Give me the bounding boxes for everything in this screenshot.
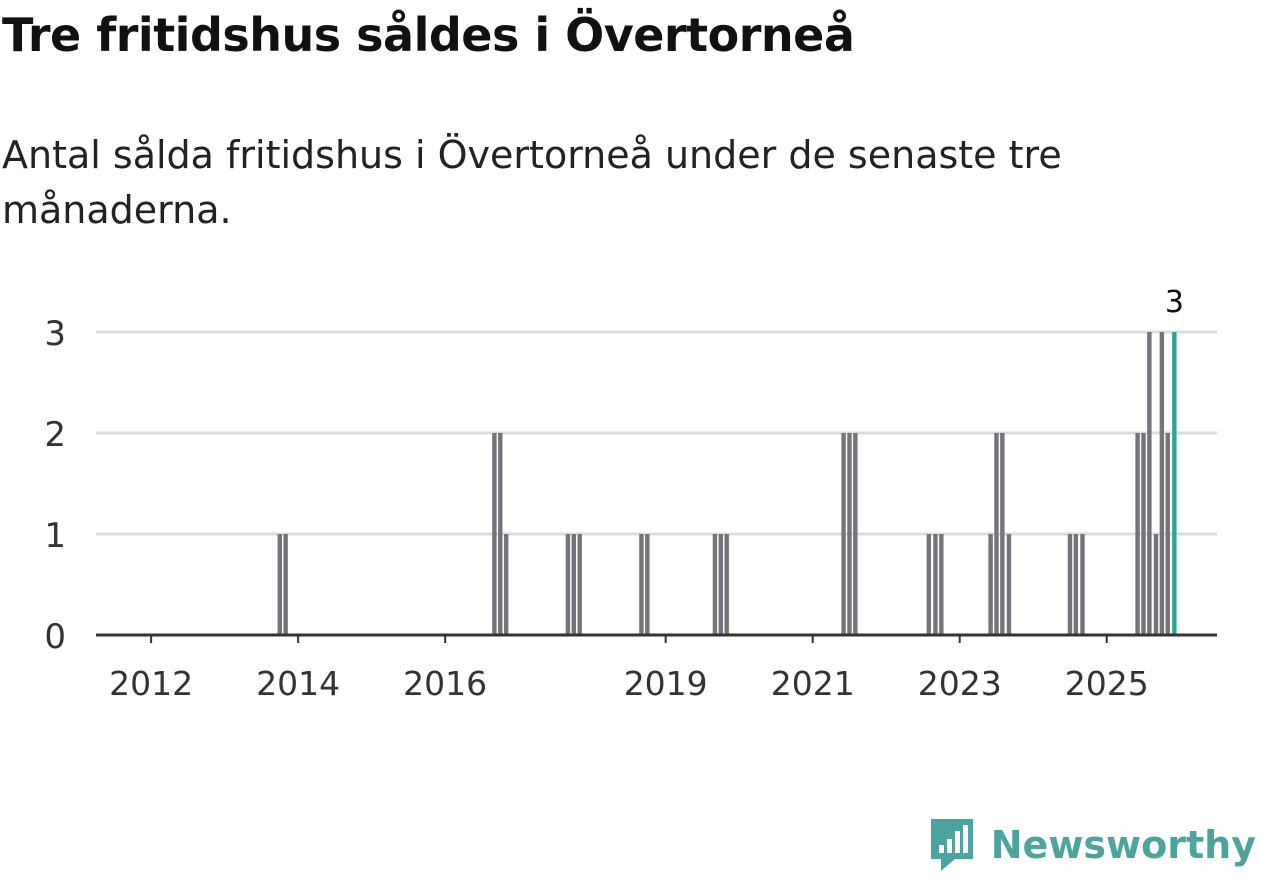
bar bbox=[1147, 332, 1152, 635]
chart-subtitle: Antal sålda fritidshus i Övertorneå unde… bbox=[2, 133, 1062, 232]
y-tick-label: 2 bbox=[44, 415, 66, 455]
x-tick-label: 2025 bbox=[1065, 664, 1149, 703]
bar bbox=[724, 534, 729, 635]
data-label: 3 bbox=[1165, 285, 1184, 320]
bar bbox=[571, 534, 577, 635]
grid-layer bbox=[96, 330, 1217, 536]
bar bbox=[645, 534, 650, 635]
bar bbox=[939, 534, 944, 635]
bar bbox=[933, 534, 938, 635]
bar bbox=[277, 534, 282, 635]
x-tick-label: 2012 bbox=[109, 664, 193, 703]
bar bbox=[1006, 534, 1012, 635]
bar bbox=[283, 534, 288, 635]
x-tick-label: 2014 bbox=[256, 664, 340, 703]
bar bbox=[639, 534, 644, 635]
bar bbox=[503, 534, 509, 635]
bar bbox=[1153, 534, 1159, 635]
bar bbox=[718, 534, 724, 635]
bar bbox=[1000, 433, 1005, 635]
bar bbox=[1135, 433, 1140, 635]
brand: Newsworthy bbox=[927, 815, 1256, 875]
newsworthy-logo-icon bbox=[930, 819, 973, 871]
bar bbox=[988, 534, 993, 635]
x-tick-label: 2023 bbox=[918, 664, 1002, 703]
x-tick-label: 2016 bbox=[403, 664, 487, 703]
bar bbox=[577, 534, 582, 635]
bar bbox=[847, 433, 852, 635]
y-tick-label: 1 bbox=[44, 516, 66, 556]
brand-name: Newsworthy bbox=[990, 823, 1256, 867]
bar bbox=[1080, 534, 1085, 635]
bar bbox=[841, 433, 846, 635]
chart-title: Tre fritidshus såldes i Övertorneå bbox=[2, 8, 855, 62]
bar bbox=[1141, 433, 1146, 635]
label-layer: 0 1 2 3 3 2012 2014 2016 2019 2021 2023 2025 bbox=[44, 285, 1184, 703]
bar bbox=[565, 534, 571, 635]
y-tick-label: 0 bbox=[44, 617, 66, 657]
bar bbox=[712, 534, 718, 635]
bar bbox=[498, 433, 503, 635]
bar bbox=[994, 433, 999, 635]
bar bbox=[1159, 332, 1165, 635]
bar bbox=[492, 433, 497, 635]
x-tick-label: 2021 bbox=[771, 664, 855, 703]
bar-highlight bbox=[1172, 332, 1177, 635]
bar bbox=[1073, 534, 1079, 635]
axis-layer bbox=[96, 633, 1217, 643]
bar bbox=[1067, 534, 1073, 635]
bar bbox=[1165, 433, 1170, 635]
bar-layer bbox=[277, 332, 1177, 635]
y-tick-label: 3 bbox=[44, 314, 66, 354]
bar bbox=[926, 534, 932, 635]
bar bbox=[853, 433, 858, 635]
x-tick-label: 2019 bbox=[624, 664, 708, 703]
